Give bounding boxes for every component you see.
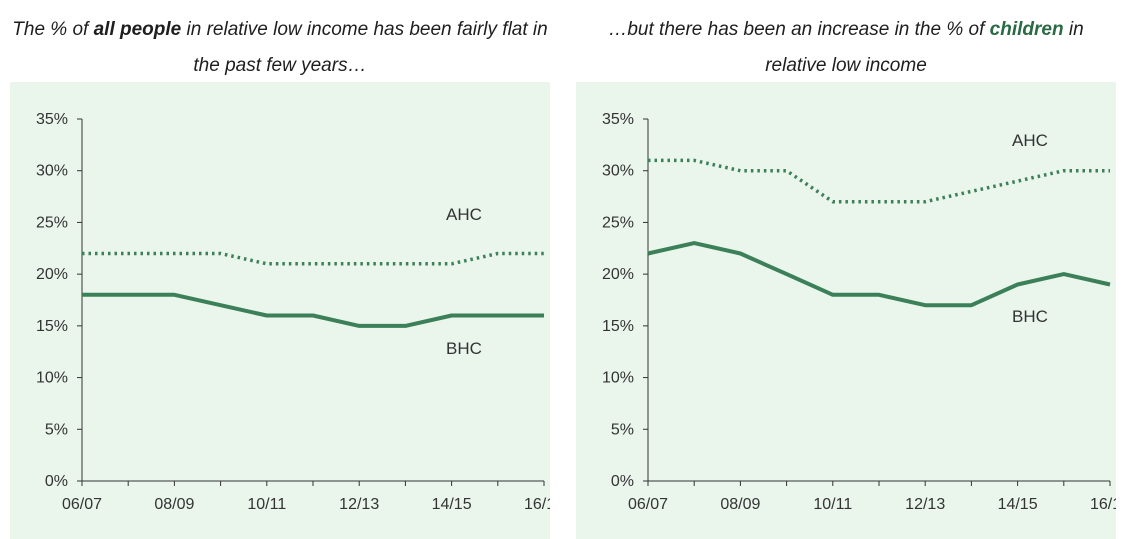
chart-panel-all-people: The % of all people in relative low inco… — [10, 0, 550, 539]
chart-panel-children: …but there has been an increase in the %… — [576, 0, 1116, 539]
y-tick-label: 0% — [611, 473, 634, 490]
y-tick-label: 15% — [602, 318, 634, 335]
x-tick-label: 08/09 — [154, 496, 194, 513]
y-tick-label: 15% — [36, 318, 68, 335]
y-tick-label: 0% — [45, 473, 68, 490]
x-tick-label: 16/17 — [1090, 496, 1116, 513]
y-tick-label: 35% — [602, 111, 634, 128]
y-tick-label: 20% — [602, 266, 634, 283]
x-tick-label: 12/13 — [339, 496, 379, 513]
series-line-ahc — [648, 158, 1110, 204]
x-tick-label: 06/07 — [628, 496, 668, 513]
series-line-ahc — [82, 251, 544, 266]
y-tick-label: 5% — [611, 421, 634, 438]
x-tick-label: 16/17 — [524, 496, 550, 513]
series-label-ahc: AHC — [446, 205, 482, 224]
chart-title: …but there has been an increase in the %… — [608, 19, 1084, 76]
y-tick-label: 5% — [45, 421, 68, 438]
series-line-bhc — [647, 241, 1111, 308]
y-tick-label: 25% — [602, 214, 634, 231]
x-tick-label: 08/09 — [720, 496, 760, 513]
x-tick-label: 06/07 — [62, 496, 102, 513]
x-tick-label: 10/11 — [247, 496, 286, 513]
y-tick-label: 25% — [36, 214, 68, 231]
x-tick-label: 14/15 — [432, 496, 472, 513]
line-chart-children: 0% 5% 10% 15% 20% 25% 30% 35% 06/07 08/09 10/11 12/… — [602, 111, 1116, 513]
y-tick-label: 30% — [602, 163, 634, 180]
x-tick-label: 14/15 — [998, 496, 1038, 513]
y-tick-label: 10% — [36, 370, 68, 387]
line-chart-all-people: 0% 5% 10% 15% 20% 25% 30% 35% 06/07 08/09 10/11 12/… — [36, 111, 550, 513]
chart-title: The % of all people in relative low inco… — [12, 19, 548, 76]
plot-area: 0% 5% 10% 15% 20% 25% 30% 35% 06/07 08/09 10/11 12/… — [10, 82, 550, 539]
series-line-bhc — [82, 292, 544, 328]
y-tick-label: 10% — [602, 370, 634, 387]
series-label-ahc: AHC — [1012, 131, 1048, 150]
y-tick-label: 35% — [36, 111, 68, 128]
plot-area: 0% 5% 10% 15% 20% 25% 30% 35% 06/07 08/09 10/11 12/… — [576, 82, 1116, 539]
y-tick-label: 30% — [36, 163, 68, 180]
y-tick-label: 20% — [36, 266, 68, 283]
series-label-bhc: BHC — [446, 339, 482, 358]
series-label-bhc: BHC — [1012, 307, 1048, 326]
x-tick-label: 10/11 — [813, 496, 852, 513]
x-tick-label: 12/13 — [905, 496, 945, 513]
